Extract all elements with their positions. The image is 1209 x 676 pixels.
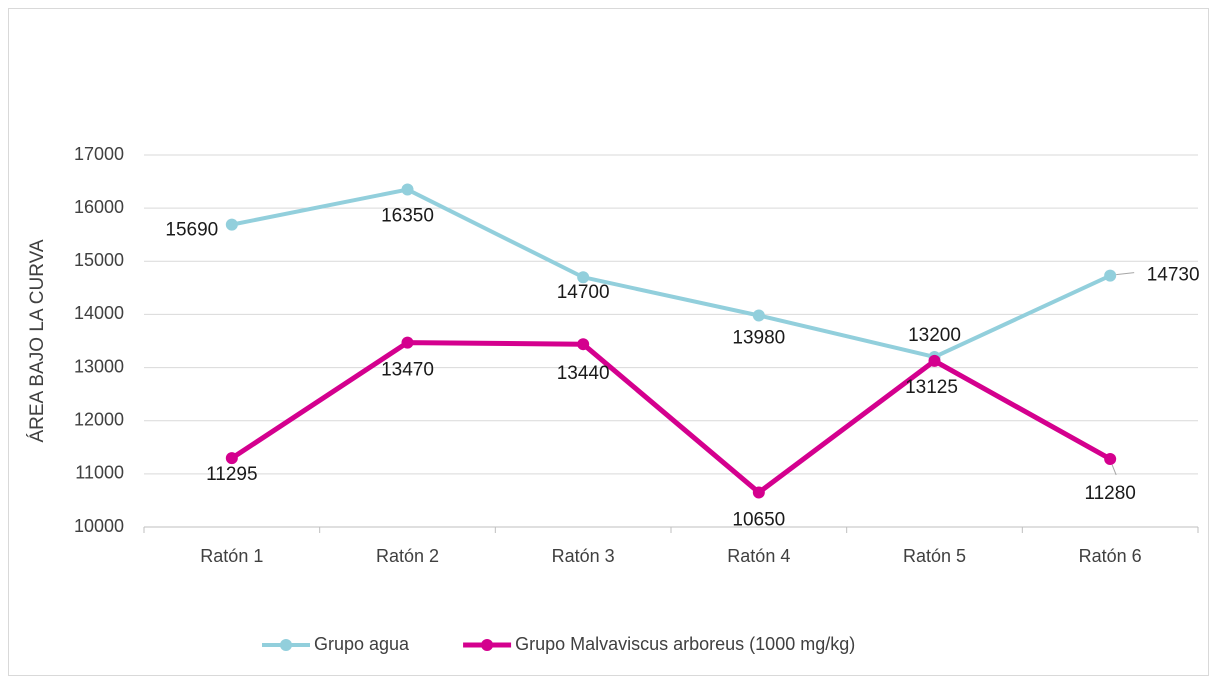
y-tick-label: 11000 — [75, 463, 124, 483]
data-label: 15690 — [165, 220, 218, 241]
y-tick-label: 13000 — [74, 356, 124, 376]
y-tick-label: 12000 — [74, 409, 124, 429]
point — [1104, 452, 1117, 465]
point — [577, 271, 590, 284]
leader-line — [1116, 272, 1135, 276]
y-tick-label: 15000 — [74, 250, 124, 270]
legend-label: Grupo Malvaviscus arboreus (1000 mg/kg) — [515, 634, 855, 654]
point — [752, 486, 765, 499]
series-line — [230, 340, 1112, 495]
x-tick-label: Ratón 1 — [200, 546, 263, 566]
leader-line — [1111, 464, 1117, 476]
series-line — [231, 187, 1112, 359]
legend-marker — [481, 639, 494, 651]
data-label: 14730 — [1147, 265, 1200, 286]
point — [401, 336, 414, 349]
y-axis-title: ÁREA BAJO LA CURVA — [27, 239, 48, 442]
legend-label: Grupo agua — [314, 634, 410, 654]
point — [225, 452, 238, 465]
data-label: 11280 — [1084, 483, 1135, 504]
data-label: 13470 — [381, 360, 434, 381]
point — [401, 183, 414, 196]
data-label: 13200 — [908, 325, 961, 346]
y-tick-label: 17000 — [74, 144, 124, 164]
point — [752, 309, 765, 322]
data-label: 13440 — [557, 363, 610, 384]
x-tick-label: Ratón 3 — [552, 546, 615, 566]
data-label: 14700 — [557, 282, 610, 303]
data-label: 16350 — [381, 206, 434, 227]
y-tick-label: 14000 — [74, 303, 124, 323]
x-tick-label: Ratón 6 — [1079, 546, 1142, 566]
data-label: 10650 — [732, 509, 785, 530]
y-tick-label: 16000 — [74, 197, 124, 217]
x-tick-label: Ratón 4 — [727, 546, 790, 566]
point — [1104, 269, 1117, 282]
x-tick-label: Ratón 5 — [903, 546, 966, 566]
data-label: 13980 — [732, 328, 785, 349]
point — [225, 218, 238, 231]
y-tick-label: 10000 — [74, 516, 124, 536]
data-label: 13125 — [905, 377, 958, 398]
data-label: 11295 — [206, 464, 257, 485]
chart-border — [8, 8, 1209, 676]
legend-marker — [280, 639, 292, 651]
point — [577, 338, 590, 351]
point — [928, 354, 941, 367]
x-tick-label: Ratón 2 — [376, 546, 439, 566]
